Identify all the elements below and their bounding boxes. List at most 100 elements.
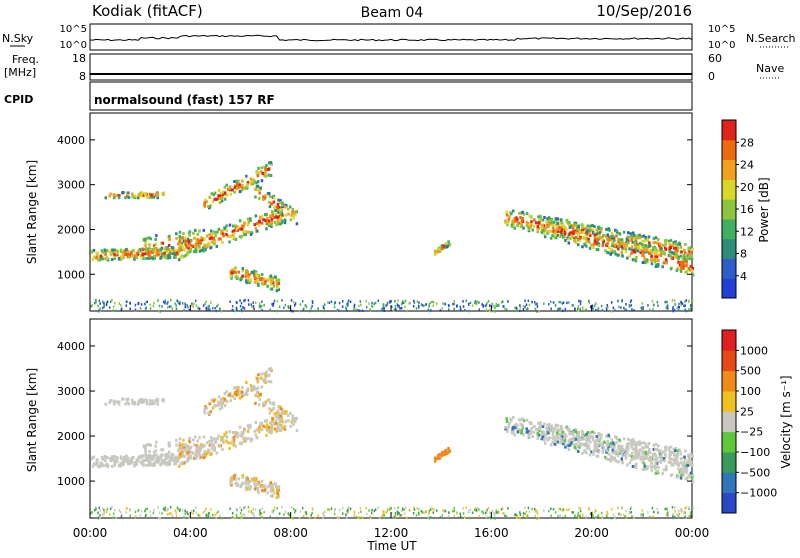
velocity-cell — [95, 505, 97, 509]
colorbar-segment — [722, 199, 736, 220]
velocity-cell — [221, 439, 225, 443]
velocity-cell — [654, 458, 657, 462]
power-cell — [613, 249, 617, 253]
power-cell — [210, 229, 213, 233]
velocity-cell — [233, 392, 237, 396]
power-cell — [164, 301, 166, 305]
power-cell — [292, 216, 295, 220]
velocity-cell — [230, 475, 233, 479]
power-cell — [193, 236, 196, 240]
velocity-cell — [538, 517, 540, 520]
power-cell — [195, 299, 197, 303]
velocity-cell — [137, 508, 140, 512]
velocity-cell — [269, 367, 273, 371]
velocity-cell — [155, 453, 158, 457]
power-cell — [149, 237, 152, 241]
power-cell — [167, 237, 171, 241]
velocity-cell — [108, 457, 112, 461]
power-cell — [115, 193, 118, 197]
velocity-cell — [642, 462, 646, 466]
power-cell — [560, 228, 563, 232]
velocity-cell — [235, 433, 238, 437]
velocity-cell — [240, 390, 244, 394]
power-cell — [468, 309, 470, 313]
velocity-cell — [158, 516, 160, 520]
velocity-cell — [143, 445, 146, 449]
velocity-cell — [662, 468, 666, 472]
power-cell — [272, 304, 274, 307]
power-cell — [567, 221, 570, 225]
velocity-cell — [371, 511, 373, 515]
velocity-cell — [194, 435, 197, 439]
power-cell — [187, 305, 189, 309]
power-cell — [247, 299, 250, 302]
velocity-cell — [622, 437, 626, 441]
velocity-cell — [216, 404, 219, 407]
velocity-cell — [571, 438, 575, 442]
velocity-cell — [416, 507, 419, 510]
velocity-cell — [520, 431, 523, 435]
power-cell — [589, 224, 592, 228]
power-cell — [268, 200, 271, 204]
power-cell — [669, 267, 673, 271]
velocity-cell — [104, 456, 107, 460]
power-cell — [654, 260, 657, 264]
power-cell — [150, 193, 153, 197]
power-cell — [205, 200, 209, 204]
power-cell — [267, 222, 271, 226]
power-cell — [265, 227, 268, 231]
velocity-cell — [278, 512, 281, 515]
power-cell — [533, 218, 536, 222]
power-cell — [129, 251, 133, 255]
velocity-cell — [99, 463, 103, 467]
velocity-cell — [280, 418, 284, 422]
velocity-cell — [125, 507, 128, 510]
velocity-cell — [585, 515, 587, 519]
velocity-cell — [109, 513, 111, 516]
velocity-cell — [438, 456, 442, 460]
velocity-cell — [536, 512, 539, 515]
velocity-cell — [150, 457, 153, 460]
velocity-cell — [543, 422, 546, 426]
velocity-cell — [551, 432, 555, 436]
velocity-cell — [588, 508, 591, 512]
velocity-cell — [280, 423, 283, 427]
power-cell — [642, 255, 646, 259]
velocity-cell — [193, 443, 196, 447]
velocity-cell — [249, 485, 253, 489]
velocity-cell — [644, 442, 648, 446]
velocity-cell — [609, 454, 613, 458]
power-cell — [197, 307, 200, 310]
power-cell — [278, 305, 281, 308]
velocity-cell — [281, 506, 283, 509]
power-cell — [686, 257, 689, 261]
power-cell — [433, 252, 437, 256]
power-cell — [311, 300, 314, 303]
power-cell — [174, 302, 177, 305]
power-cell — [374, 301, 377, 305]
velocity-cell — [597, 450, 601, 454]
power-cell — [495, 302, 497, 306]
velocity-cell — [639, 457, 642, 461]
power-cell — [516, 217, 519, 221]
colorbar-segment — [722, 350, 736, 372]
colorbar-tick-label: 16 — [740, 203, 754, 216]
velocity-cell — [276, 516, 278, 520]
velocity-cell — [151, 463, 154, 466]
power-cell — [544, 227, 547, 231]
velocity-cell — [178, 441, 181, 445]
velocity-cell — [662, 450, 665, 454]
velocity-cell — [654, 447, 657, 451]
velocity-cell — [260, 428, 264, 432]
power-cell — [171, 252, 175, 255]
power-cell — [209, 203, 213, 207]
velocity-cell — [123, 459, 127, 463]
power-cell — [149, 307, 152, 310]
velocity-cell — [527, 432, 530, 436]
velocity-cell — [113, 459, 116, 463]
velocity-cell — [630, 511, 632, 514]
velocity-cell — [435, 457, 438, 461]
velocity-cell — [675, 462, 678, 466]
power-cell — [625, 240, 628, 244]
power-cell — [585, 233, 589, 237]
